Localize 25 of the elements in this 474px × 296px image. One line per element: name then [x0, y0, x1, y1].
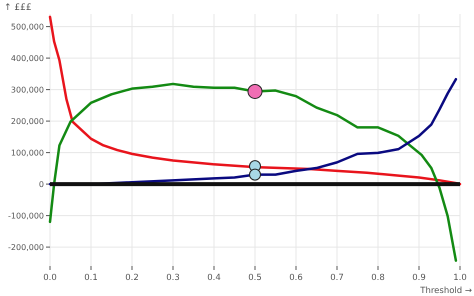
x-tick-label: 0.0 — [43, 273, 57, 283]
y-tick-label: 200,000 — [10, 117, 44, 126]
y-axis-title: ↑ £££ — [4, 3, 32, 13]
x-tick-label: 0.5 — [248, 273, 262, 283]
line-series — [48, 82, 458, 262]
line-series — [48, 16, 462, 186]
x-tick-label: 0.4 — [207, 273, 221, 283]
y-tick-label: 100,000 — [10, 148, 44, 158]
x-tick-label: 0.9 — [412, 273, 426, 283]
y-tick-label: -200,000 — [8, 243, 44, 252]
point — [249, 168, 261, 181]
x-axis-title: Threshold → — [419, 286, 472, 296]
x-tick-label: 0.8 — [371, 273, 385, 283]
x-tick-label: 0.2 — [125, 273, 139, 283]
y-tick-label: -100,000 — [8, 212, 44, 221]
x-tick-label: 0.1 — [84, 273, 98, 283]
x-tick-label: 1.0 — [453, 273, 467, 283]
x-tick-label: 0.3 — [166, 273, 180, 283]
point — [248, 84, 262, 99]
x-tick-label: 0.7 — [330, 273, 344, 283]
y-tick-label: 500,000 — [10, 22, 44, 32]
y-tick-label: 400,000 — [10, 54, 44, 64]
x-tick-label: 0.6 — [289, 273, 303, 283]
y-tick-label: 0 — [38, 180, 44, 190]
y-tick-label: 300,000 — [10, 86, 44, 95]
